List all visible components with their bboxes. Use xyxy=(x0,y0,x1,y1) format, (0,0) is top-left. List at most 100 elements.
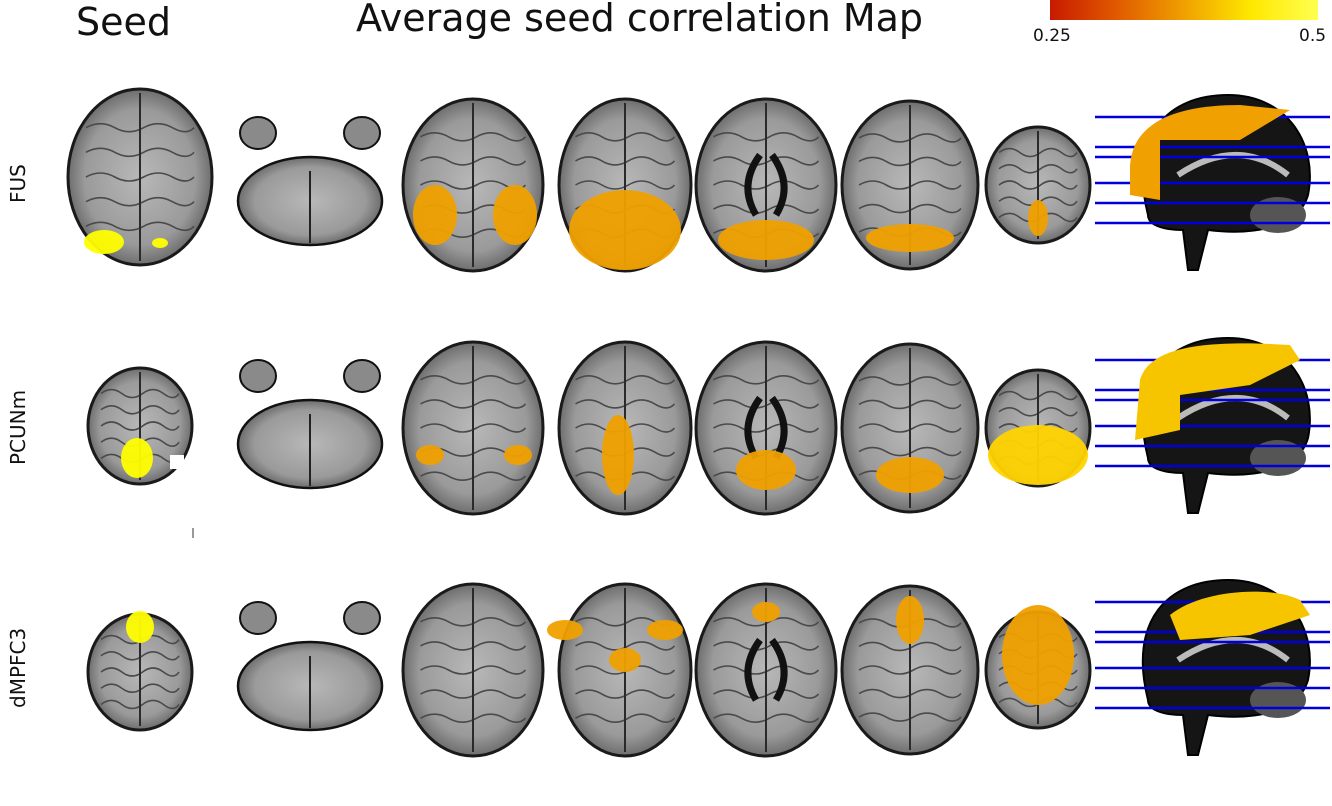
gyri-line xyxy=(713,641,820,651)
activation-pcunm xyxy=(602,415,634,495)
gyri-line xyxy=(998,163,1078,174)
gyri-line xyxy=(858,423,962,433)
seed-region-fus xyxy=(84,230,124,254)
gyri-line xyxy=(713,156,820,166)
corpus-callosum xyxy=(1176,152,1290,178)
gyri-line xyxy=(998,406,1078,417)
activation-dmpfc3 xyxy=(1002,605,1074,705)
gyri-line xyxy=(858,688,962,699)
gyri-line xyxy=(713,665,820,675)
gyri-line xyxy=(100,388,180,399)
gyri-line xyxy=(713,617,820,627)
seed-column-title: Seed xyxy=(76,0,171,44)
gyri-line xyxy=(713,399,820,409)
gyri-line xyxy=(575,180,676,190)
temporal-pole-right xyxy=(343,116,381,150)
temporal-pole-left xyxy=(239,359,277,393)
gyri-line xyxy=(858,712,962,722)
activation-dmpfc3 xyxy=(752,602,780,622)
slice-axial-5 xyxy=(840,584,980,756)
temporal-pole-left xyxy=(239,601,277,635)
activation-pcunm xyxy=(736,450,796,490)
gyri-line xyxy=(100,650,180,661)
seed-region-pcunm xyxy=(121,438,153,478)
slice-axial-4 xyxy=(694,582,838,758)
gyri-line xyxy=(420,399,527,409)
activation-dmpfc3 xyxy=(896,596,924,644)
gyri-line xyxy=(858,180,962,190)
gyri-line xyxy=(420,713,527,723)
gyri-line xyxy=(998,180,1078,190)
gyri-line xyxy=(100,421,180,431)
gyri-line xyxy=(998,147,1078,158)
gyri-line xyxy=(575,156,676,166)
gyri-line xyxy=(85,172,195,182)
gyri-line xyxy=(85,196,195,207)
slice-axial-2 xyxy=(401,582,545,758)
gyri-line xyxy=(100,683,180,694)
gyri-line xyxy=(713,375,820,385)
colorbar-max-label: 0.5 xyxy=(1299,26,1327,46)
slice-axial-6 xyxy=(984,125,1092,245)
activation-pcunm xyxy=(504,445,532,465)
activation-fus xyxy=(866,224,954,252)
slice-cerebellum xyxy=(236,116,384,247)
activation-dmpfc3-sagittal xyxy=(1170,591,1310,640)
seed-brain-fus xyxy=(66,87,214,267)
temporal-pole-left xyxy=(239,116,277,150)
gyri-line xyxy=(420,423,527,433)
gyri-line xyxy=(420,156,527,166)
gyri-line xyxy=(420,665,527,675)
gyri-line xyxy=(858,156,962,167)
slice-cerebellum xyxy=(236,601,384,732)
activation-fus xyxy=(718,220,814,260)
activation-pcunm-sagittal xyxy=(1135,343,1300,440)
temporal-pole-right xyxy=(343,601,381,635)
slice-axial-2 xyxy=(401,340,545,516)
gyri-line xyxy=(85,221,195,232)
ventricle-left xyxy=(744,637,763,702)
ventricle-left xyxy=(744,152,763,217)
gyri-line xyxy=(420,375,527,385)
seed-region-dmpfc3 xyxy=(126,611,154,643)
colorbar xyxy=(1050,0,1318,20)
corpus-callosum xyxy=(1176,395,1290,421)
gyri-line xyxy=(100,699,180,710)
temporal-pole-right xyxy=(343,359,381,393)
gyri-line xyxy=(858,665,962,675)
gyri-line xyxy=(713,132,820,142)
seed-region-fus-small xyxy=(152,238,168,248)
gyri-line xyxy=(575,375,676,385)
activation-fus xyxy=(1028,200,1048,236)
slice-cerebellum xyxy=(236,359,384,490)
gyri-line xyxy=(858,641,962,652)
gyri-line xyxy=(713,423,820,433)
gyri-line xyxy=(100,667,180,677)
activation-pcunm xyxy=(988,425,1088,485)
gyri-line xyxy=(858,446,962,457)
gyri-line xyxy=(420,471,527,481)
gyri-line xyxy=(713,204,820,214)
gyri-line xyxy=(713,180,820,190)
gyri-line xyxy=(713,689,820,699)
colorbar-min-label: 0.25 xyxy=(1033,26,1071,46)
gyri-line xyxy=(420,689,527,699)
activation-dmpfc3 xyxy=(609,648,641,672)
gyri-line xyxy=(420,132,527,142)
activation-fus-sagittal xyxy=(1130,105,1290,200)
seed-brain-dmpfc3 xyxy=(86,612,194,732)
slice-axial-4 xyxy=(694,340,838,516)
ventricle-right xyxy=(769,637,788,702)
ventricle-right xyxy=(769,152,788,217)
gyri-line xyxy=(575,713,676,723)
gyri-line xyxy=(575,641,676,651)
gyri-line xyxy=(575,132,676,142)
seed-mask-gap xyxy=(170,455,184,469)
gyri-line xyxy=(858,133,962,143)
activation-pcunm xyxy=(876,457,944,493)
gyri-line xyxy=(713,713,820,723)
activation-dmpfc3 xyxy=(547,620,583,640)
gyri-line xyxy=(85,147,195,158)
gyri-line xyxy=(858,203,962,214)
